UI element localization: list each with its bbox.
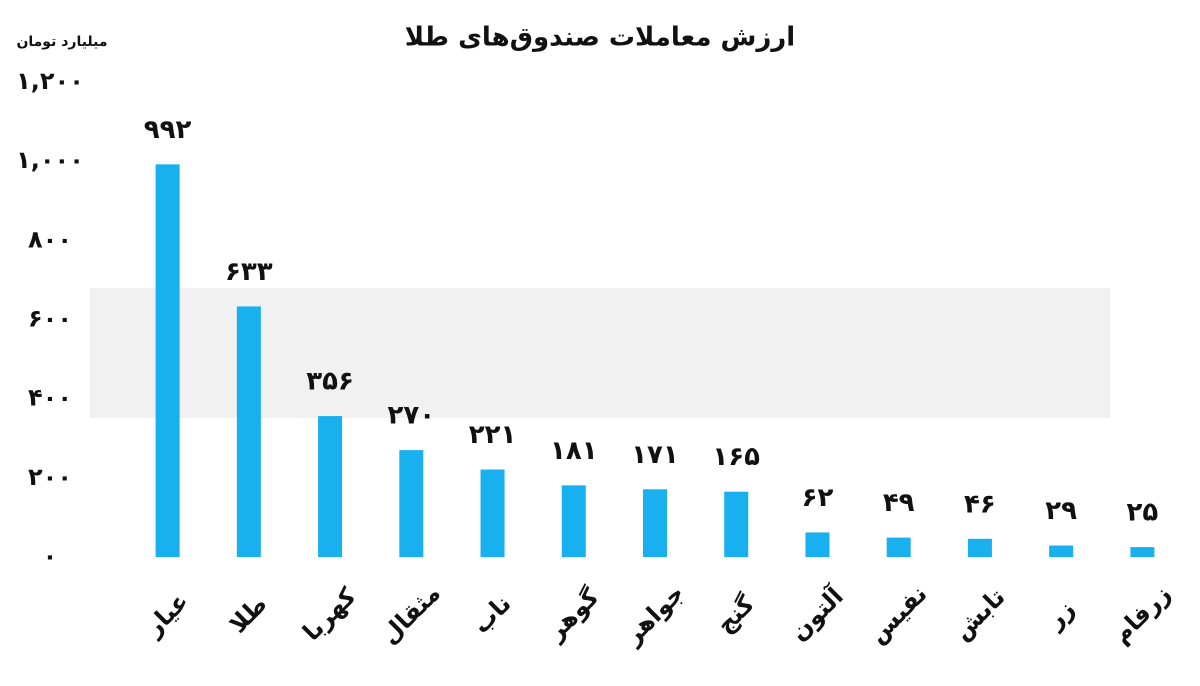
value-label: ۶۳۳ [225, 257, 273, 287]
bar [967, 538, 992, 557]
y-tick-label: ۲۰۰ [28, 463, 72, 491]
value-label: ۲۹ [1045, 496, 1077, 526]
x-tick-label: آلتون [784, 581, 849, 646]
value-label: ۶۲ [802, 483, 834, 513]
y-tick-label: ۰ [43, 542, 58, 570]
bar [886, 537, 911, 557]
x-tick-label: جواهر [618, 579, 690, 651]
y-tick-label: ۶۰۰ [28, 305, 72, 333]
x-tick-label: کهربا [297, 582, 361, 646]
y-tick-label: ۱,۰۰۰ [16, 146, 84, 174]
bar [1130, 547, 1155, 557]
value-label: ۳۵۶ [306, 367, 354, 397]
bar [561, 485, 586, 557]
bar [318, 416, 343, 557]
value-label: ۴۹ [883, 488, 915, 518]
bar [805, 532, 830, 557]
x-tick-label: طلا [224, 590, 273, 639]
y-tick-label: ۴۰۰ [28, 384, 72, 412]
bar [155, 164, 180, 558]
x-tick-label: مثقال [375, 579, 446, 650]
x-tick-label: نفیس [863, 580, 932, 649]
x-tick-label: زرفام [1107, 580, 1176, 649]
bar [399, 450, 424, 557]
y-tick-label: ۱,۲۰۰ [16, 67, 84, 95]
value-label: ۱۷۱ [631, 440, 679, 470]
chart-title: ارزش معاملات صندوق‌های طلا [405, 23, 795, 53]
x-tick-label: ناب [467, 589, 517, 639]
y-tick-label: ۸۰۰ [28, 225, 72, 253]
bar [480, 469, 505, 557]
value-label: ۴۶ [964, 489, 996, 519]
x-tick-label: گنج [711, 590, 760, 639]
bar [236, 306, 261, 557]
value-label: ۹۹۲ [144, 115, 192, 145]
x-tick-label: گوهر [541, 583, 604, 646]
x-tick-label: عیار [139, 587, 194, 642]
x-tick-label: زر [1040, 595, 1080, 635]
value-label: ۱۶۵ [712, 442, 760, 472]
bar [724, 491, 749, 557]
x-tick-label: تابش [948, 583, 1011, 646]
y-axis-label: میلیارد تومان [16, 34, 107, 50]
value-label: ۲۷۰ [388, 401, 436, 431]
value-label: ۱۸۱ [550, 436, 598, 466]
value-label: ۲۲۱ [469, 420, 517, 450]
bar [1049, 545, 1074, 557]
value-label: ۲۵ [1127, 498, 1159, 528]
bar [643, 489, 667, 557]
